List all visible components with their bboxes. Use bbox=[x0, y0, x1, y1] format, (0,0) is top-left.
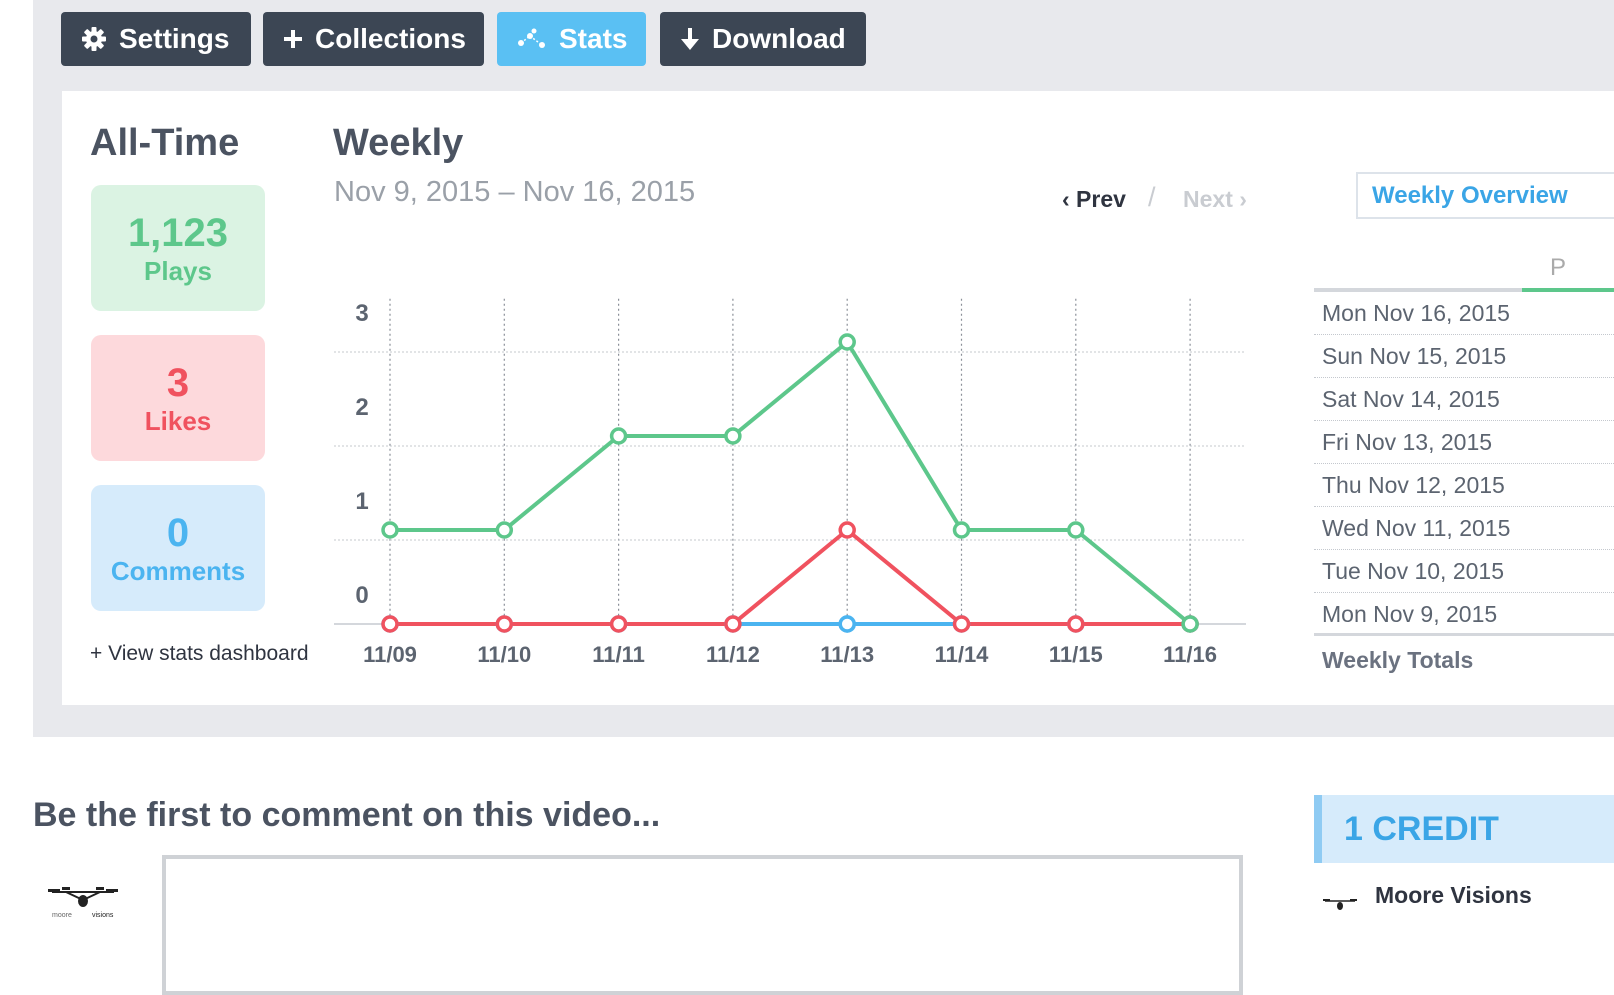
likes-point bbox=[1067, 615, 1085, 633]
comments-point bbox=[838, 615, 856, 633]
pager-separator: / bbox=[1148, 182, 1156, 212]
plays-point bbox=[609, 427, 628, 445]
day-row: Wed Nov 11, 2015 bbox=[1314, 507, 1614, 550]
likes-point bbox=[381, 615, 399, 633]
plus-icon bbox=[283, 29, 303, 49]
y-tick-label: 1 bbox=[355, 488, 368, 515]
x-tick-label: 11/09 bbox=[363, 642, 417, 667]
settings-label: Settings bbox=[119, 23, 230, 54]
weekly-totals-label: Weekly Totals bbox=[1322, 647, 1474, 673]
collections-label: Collections bbox=[315, 23, 466, 54]
credit-name[interactable]: Moore Visions bbox=[1375, 882, 1532, 908]
x-tick-label: 11/13 bbox=[820, 642, 874, 667]
plays-point bbox=[381, 521, 399, 539]
svg-text:visions: visions bbox=[92, 912, 114, 919]
next-link[interactable]: Next › bbox=[1183, 186, 1247, 212]
plays-point bbox=[838, 333, 856, 351]
comments-stat-box: 0 Comments bbox=[91, 485, 265, 611]
day-row: Sun Nov 15, 2015 bbox=[1314, 335, 1614, 378]
y-tick-label: 2 bbox=[355, 394, 368, 421]
plays-point bbox=[495, 521, 514, 539]
plays-point bbox=[952, 521, 971, 539]
likes-point bbox=[609, 615, 628, 633]
plays-value: 1,123 bbox=[127, 211, 229, 255]
likes-point bbox=[495, 615, 514, 633]
credit-header: 1 CREDIT bbox=[1314, 795, 1614, 863]
stats-panel bbox=[62, 91, 1614, 705]
active-column-accent bbox=[1522, 288, 1614, 292]
comment-textarea[interactable] bbox=[162, 855, 1243, 995]
likes-value: 3 bbox=[166, 361, 190, 405]
view-stats-dashboard-link[interactable]: + View stats dashboard bbox=[90, 642, 309, 665]
plays-point bbox=[1181, 615, 1199, 633]
weekly-overview-button[interactable]: Weekly Overview bbox=[1356, 172, 1614, 219]
x-tick-label: 11/10 bbox=[477, 642, 531, 667]
date-range: Nov 9, 2015 – Nov 16, 2015 bbox=[334, 176, 696, 208]
weekly-line-chart: 0 1 2 3 11/09 11/10 11/11 11/12 11/13 11/14 11/15 1… bbox=[334, 298, 1246, 667]
likes-label: Likes bbox=[144, 406, 212, 436]
day-row: Mon Nov 9, 2015 bbox=[1322, 601, 1498, 627]
settings-button[interactable]: Settings bbox=[61, 12, 251, 66]
x-tick-label: 11/14 bbox=[935, 642, 990, 667]
plays-point bbox=[1067, 521, 1085, 539]
likes-stat-box: 3 Likes bbox=[91, 335, 265, 461]
day-row: Thu Nov 12, 2015 bbox=[1314, 464, 1614, 507]
day-row: Mon Nov 16, 2015 bbox=[1314, 292, 1614, 335]
day-row: Fri Nov 13, 2015 bbox=[1314, 421, 1614, 464]
comments-label: Comments bbox=[110, 556, 246, 586]
y-tick-label: 3 bbox=[355, 300, 368, 327]
comments-value: 0 bbox=[166, 511, 190, 555]
collections-button[interactable]: Collections bbox=[263, 12, 484, 66]
day-row: Tue Nov 10, 2015 bbox=[1314, 550, 1614, 593]
day-row: Sat Nov 14, 2015 bbox=[1314, 378, 1614, 421]
prev-link[interactable]: ‹ Prev bbox=[1062, 186, 1126, 212]
y-tick-label: 0 bbox=[355, 582, 368, 609]
stats-button[interactable]: Stats bbox=[497, 12, 646, 66]
svg-text:moore: moore bbox=[52, 912, 72, 919]
comment-heading: Be the first to comment on this video... bbox=[33, 796, 661, 834]
user-avatar: moore visions bbox=[46, 884, 120, 924]
table-footer-line bbox=[1314, 633, 1614, 636]
all-time-heading: All-Time bbox=[90, 122, 240, 164]
weekly-heading: Weekly bbox=[333, 122, 464, 164]
x-tick-label: 11/15 bbox=[1049, 642, 1103, 667]
plays-label: Plays bbox=[144, 256, 212, 286]
likes-series-line bbox=[390, 528, 1191, 626]
credit-avatar bbox=[1322, 895, 1358, 919]
download-button[interactable]: Download bbox=[660, 12, 866, 66]
x-tick-label: 11/11 bbox=[592, 642, 645, 667]
column-header-letter: P bbox=[1550, 254, 1567, 281]
download-arrow-icon bbox=[680, 27, 700, 51]
gear-icon bbox=[81, 26, 107, 52]
plays-series-line bbox=[390, 340, 1192, 626]
plays-point bbox=[724, 427, 742, 445]
stats-label: Stats bbox=[559, 23, 628, 54]
likes-point bbox=[724, 615, 742, 633]
x-tick-label: 11/16 bbox=[1163, 642, 1217, 667]
likes-point bbox=[952, 615, 971, 633]
download-label: Download bbox=[712, 23, 846, 54]
plays-stat-box: 1,123 Plays bbox=[91, 185, 265, 311]
stats-nodes-icon bbox=[517, 28, 547, 50]
x-tick-label: 11/12 bbox=[706, 642, 760, 667]
likes-point bbox=[838, 521, 856, 539]
table-header-line bbox=[1314, 288, 1614, 292]
